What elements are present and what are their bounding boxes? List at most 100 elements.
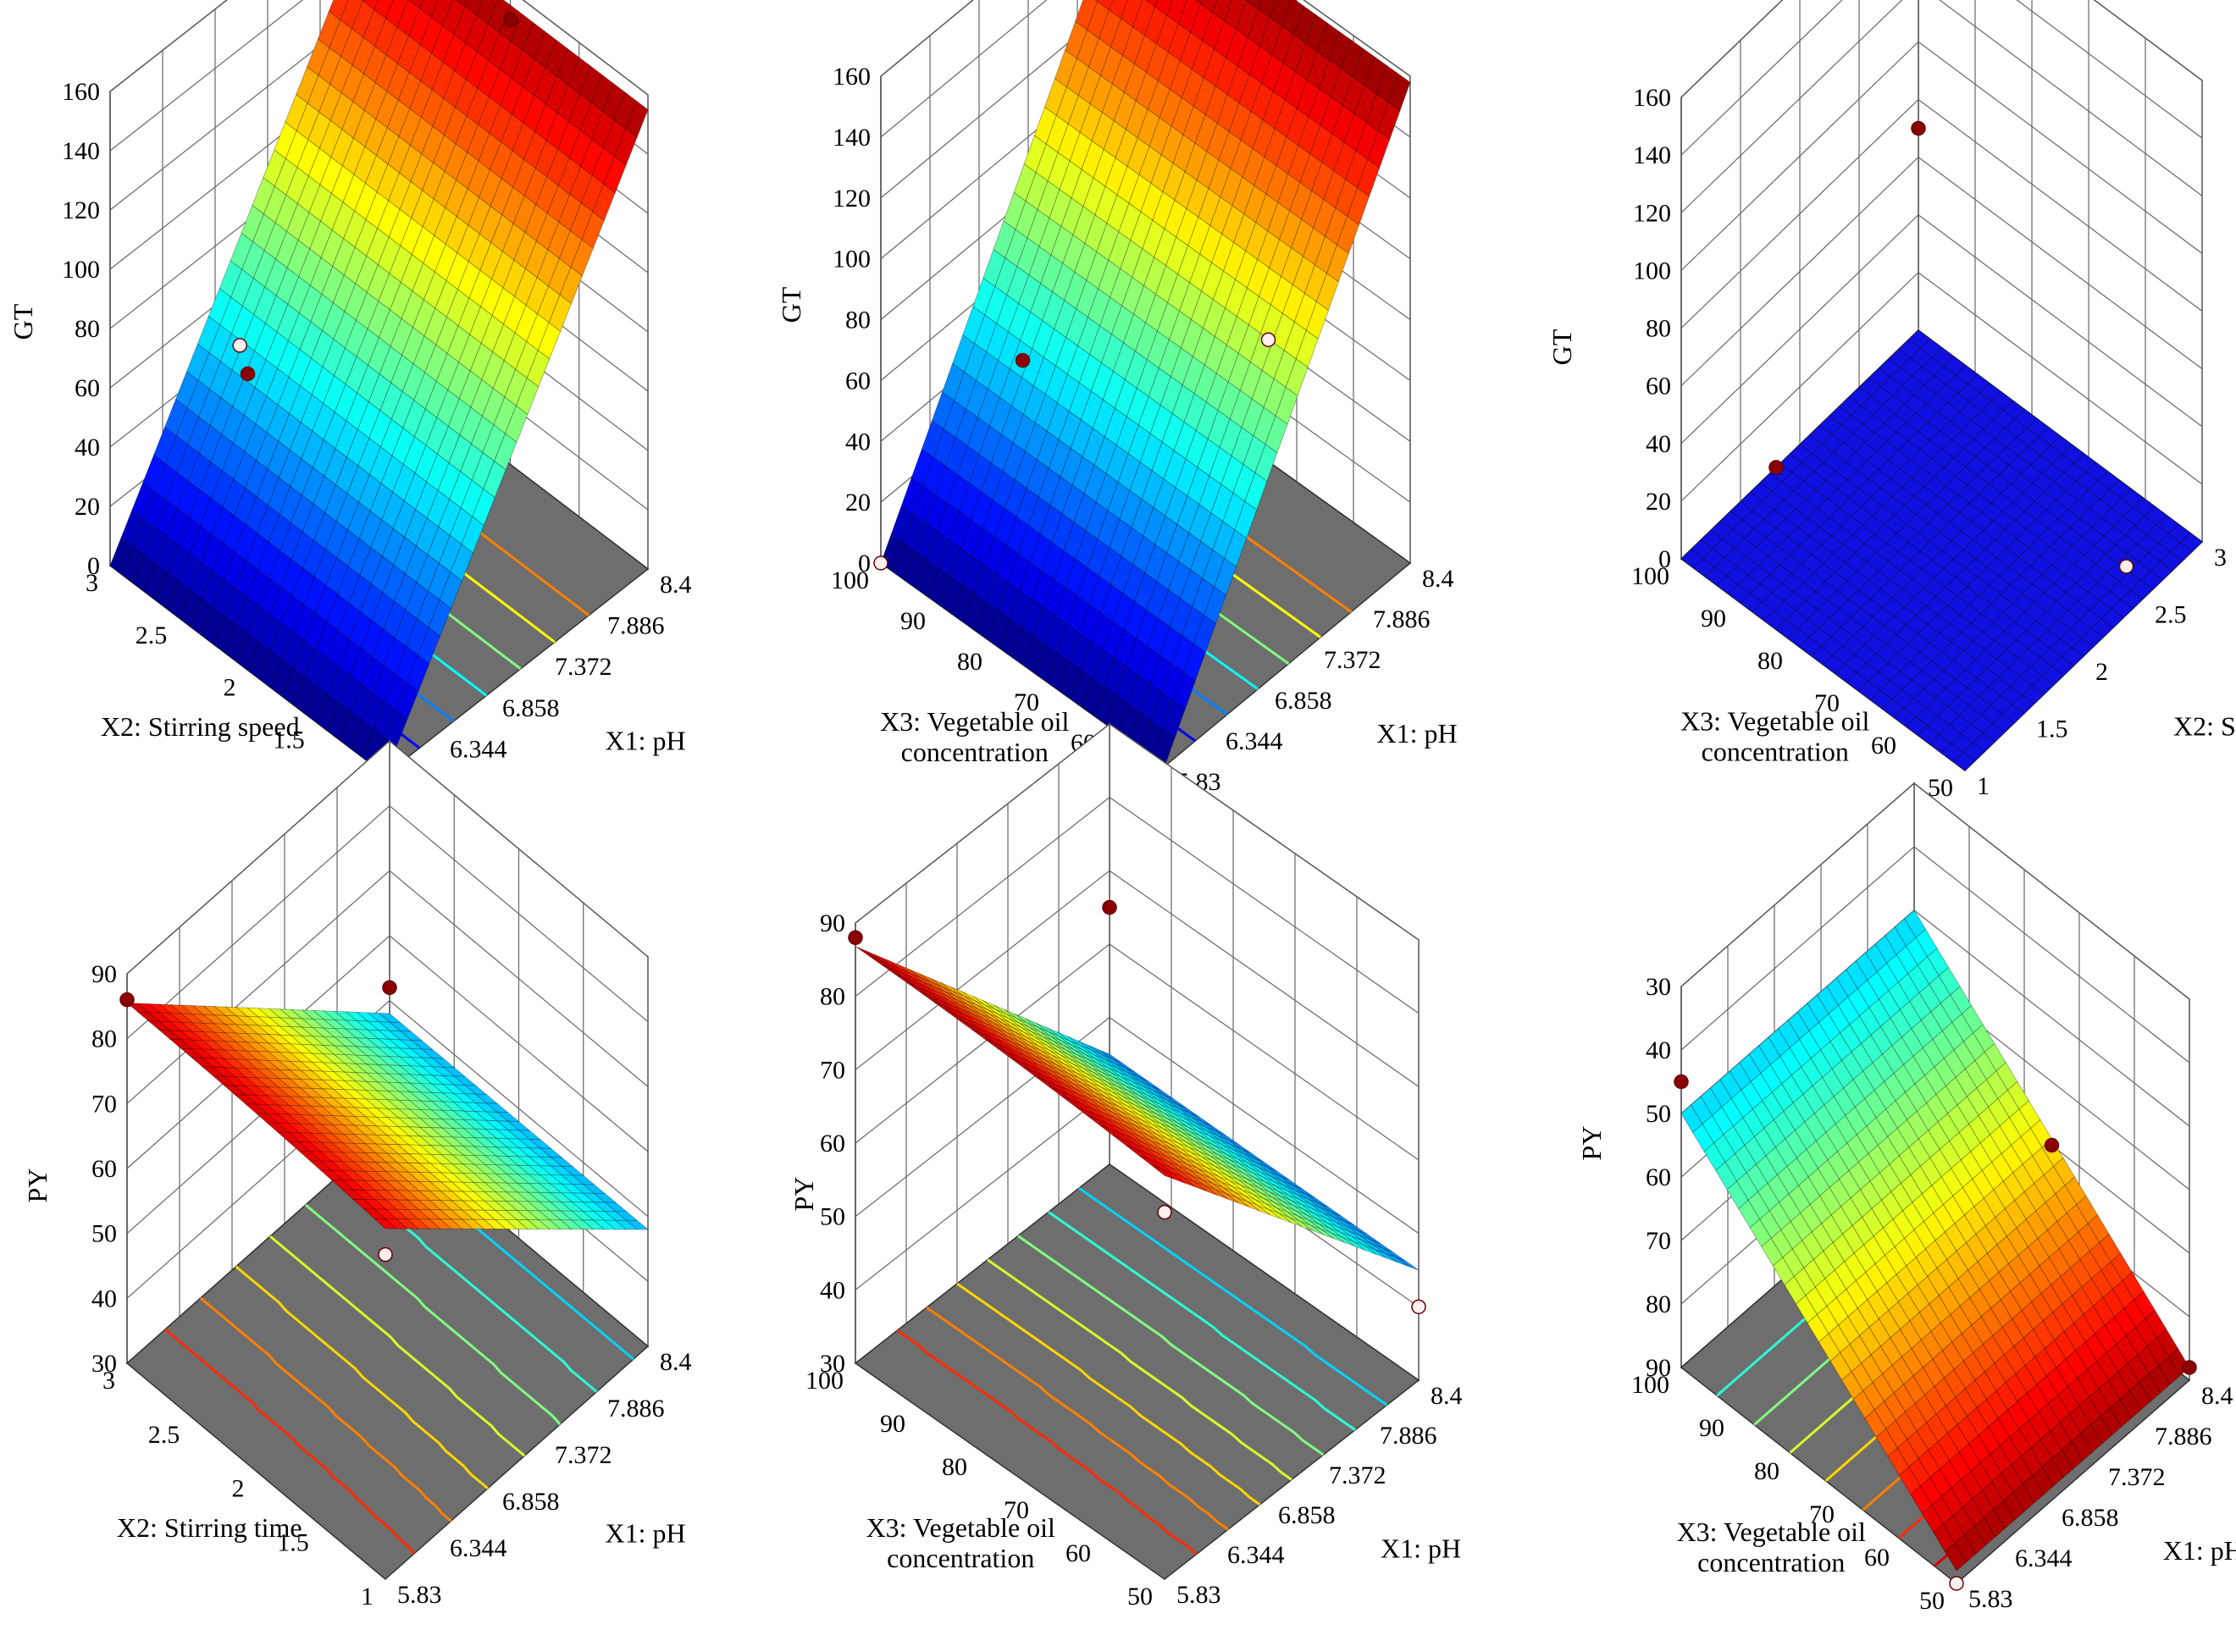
surface-cell (349, 611, 373, 649)
surface-cell (1198, 188, 1221, 227)
surface-cell (1365, 93, 1389, 132)
back-walls (1680, 0, 2203, 561)
x-tick-label: 7.886 (1373, 605, 1431, 633)
surface-cell (892, 542, 916, 581)
design-point (2182, 1360, 2197, 1375)
surface-cell (1209, 446, 1232, 485)
surface-cell (515, 377, 540, 416)
z-tick-label: 160 (833, 63, 871, 91)
x-axis-title: X1: pH (606, 1517, 686, 1548)
surface-cell (208, 288, 232, 326)
surface-cell (900, 477, 924, 516)
surface-cell (971, 528, 995, 566)
x-tick-label: 6.858 (502, 694, 560, 722)
surface-cell (1130, 211, 1154, 250)
surface-cell (1148, 655, 1172, 693)
x-tick-label: 8.4 (660, 1348, 692, 1376)
surface-cell (1154, 0, 1173, 16)
surface-cell (1171, 384, 1195, 423)
surface-cell (244, 460, 268, 498)
surface-cell (1094, 185, 1118, 224)
x-tick-label: 6.858 (502, 1488, 560, 1516)
y-axis-title: X3: Vegetable oil concentration (1680, 706, 1869, 767)
surface-cell (579, 102, 603, 140)
y-tick-label: 1 (361, 1583, 374, 1611)
wall-gridline (1680, 41, 2203, 271)
surface-cell (1176, 495, 1200, 534)
surface-cell (210, 434, 234, 472)
y-axis-title: X2: Stirring time (117, 1512, 302, 1543)
z-tick-label: 140 (833, 124, 871, 152)
surface-cell (904, 550, 927, 589)
wall-gridline (1680, 272, 2203, 502)
z-tick-label: 60 (91, 1155, 117, 1183)
z-tick-label: 70 (1646, 1227, 1671, 1255)
design-point (848, 930, 863, 946)
surface-cell (1347, 187, 1370, 226)
y-tick-label: 80 (1754, 1457, 1779, 1485)
surface-cell (1132, 248, 1155, 287)
surface-cell (968, 454, 992, 492)
surface-cell (212, 543, 235, 581)
z-tick-label: 60 (845, 367, 871, 395)
z-tick-label: 120 (833, 185, 871, 213)
surface-cell (1162, 163, 1186, 202)
z-tick-label: 80 (1646, 315, 1671, 343)
surface-cell (280, 594, 304, 633)
z-tick-label: 80 (75, 315, 100, 343)
surface-cell (313, 475, 336, 514)
surface-cell (1093, 148, 1116, 187)
z-tick-label: 160 (62, 78, 100, 106)
surface-cell (1237, 324, 1261, 363)
surface-cell (1180, 569, 1204, 608)
surface-cell (1214, 557, 1237, 596)
surface-cell (244, 423, 268, 461)
surface-cell (1007, 553, 1031, 592)
z-axis: 0 20 40 60 80 100 120 140 160 GT (776, 63, 871, 577)
surface-cell (1273, 350, 1297, 389)
surface-cell (395, 682, 419, 721)
y-axis-title-line: concentration (1702, 737, 1849, 767)
surface-cell (1113, 629, 1137, 668)
py-ph-oil-concentration-reversed-plot: 90 80 70 60 50 40 30 PY 5.836.344 6.858 7.372 7.886… (1576, 782, 2236, 1615)
surface-cell (511, 86, 535, 124)
surface-cell (476, 23, 501, 62)
x-tick-label: 6.858 (1275, 687, 1332, 715)
wall-gridline (1680, 98, 2203, 329)
z-tick-label: 0 (858, 550, 871, 577)
surface-cell (1196, 151, 1220, 190)
surface-cell (581, 211, 605, 249)
surface-cell (379, 345, 403, 384)
z-axis-title: GT (8, 303, 38, 340)
surface-cell (1147, 617, 1171, 656)
x-axis-title: X1: pH (2163, 1535, 2236, 1566)
wall-gridline (1680, 0, 2203, 156)
y-axis-title-line: X3: Vegetable oil (866, 1512, 1055, 1543)
y-tick-label: 2.5 (148, 1421, 180, 1449)
surface-cell (1039, 505, 1063, 543)
surface-cell (1162, 700, 1186, 738)
surface-cell (1044, 616, 1068, 654)
surface-cell (1275, 386, 1298, 425)
z-tick-label: 20 (75, 493, 100, 521)
surface-cell (247, 642, 271, 680)
surface-cell (277, 340, 301, 378)
y-tick-label: 60 (1065, 1539, 1091, 1567)
surface-cell (1100, 334, 1124, 373)
design-point (1411, 1299, 1426, 1315)
surface-cell (1000, 405, 1024, 444)
surface-cell (1328, 30, 1352, 69)
surface-cell (1134, 322, 1158, 361)
surface-cell (309, 257, 334, 295)
surface-cell (280, 558, 304, 597)
surface-cell (1331, 104, 1355, 143)
surface-cell (1096, 223, 1120, 262)
y-axis-title: X3: Vegetable oil concentration (880, 706, 1069, 767)
surface-cell (1337, 215, 1360, 254)
x-tick-label: 6.344 (450, 735, 507, 763)
surface-cell (966, 417, 990, 456)
surface-cell (931, 391, 955, 430)
surface-cell (1178, 532, 1202, 571)
surface-cell (377, 236, 401, 274)
surface-cell (472, 488, 495, 527)
